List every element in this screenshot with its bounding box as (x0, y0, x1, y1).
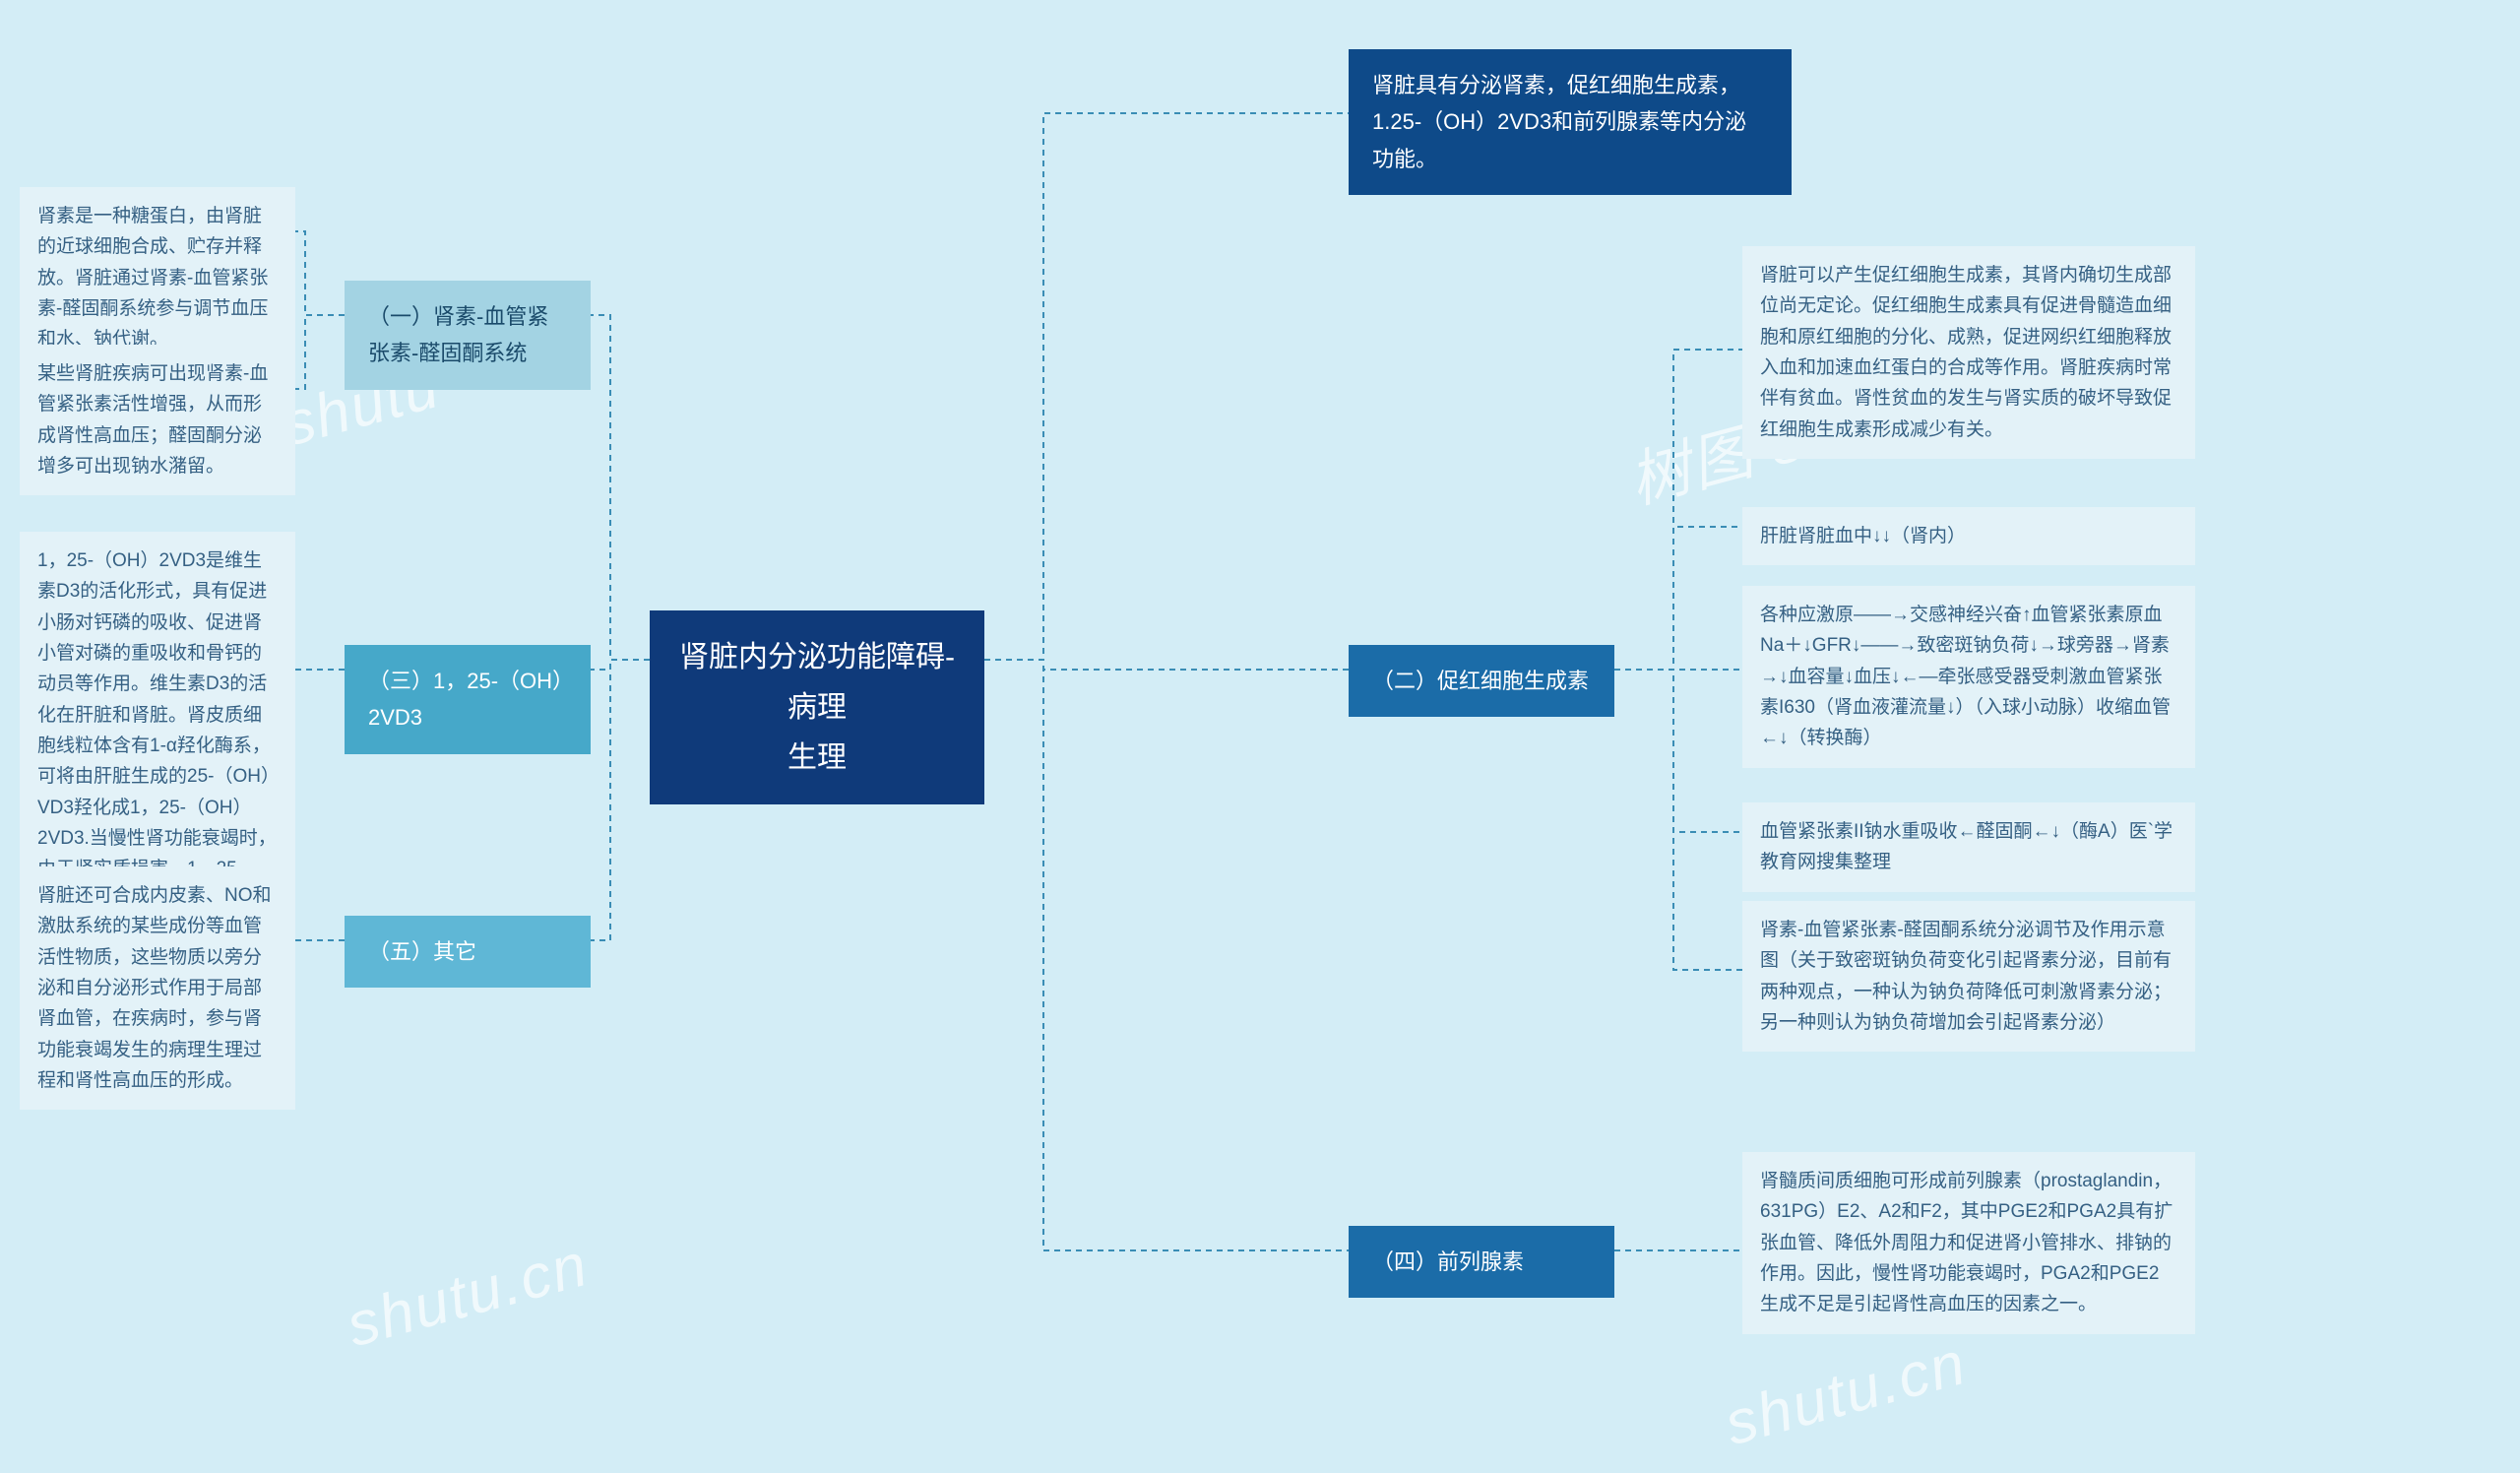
leaf-l1-2: 某些肾脏疾病可出现肾素-血管紧张素活性增强，从而形成肾性高血压；醛固酮分泌增多可… (20, 345, 295, 495)
leaf-r2-4: 血管紧张素II钠水重吸收←醛固酮←↓（酶A）医`学教育网搜集整理 (1742, 802, 2195, 892)
right-intro: 肾脏具有分泌肾素，促红细胞生成素，1.25-（OH）2VD3和前列腺素等内分泌功… (1349, 49, 1792, 195)
branch-other: （五）其它 (345, 916, 591, 988)
branch-vd3: （三）1，25-（OH）2VD3 (345, 645, 591, 754)
leaf-r4-1: 肾髓质间质细胞可形成前列腺素（prostaglandin，631PG）E2、A2… (1742, 1152, 2195, 1334)
root-title-line2: 生理 (679, 733, 955, 783)
leaf-l1-1: 肾素是一种糖蛋白，由肾脏的近球细胞合成、贮存并释放。肾脏通过肾素-血管紧张素-醛… (20, 187, 295, 369)
watermark: shutu.cn (340, 1230, 596, 1361)
leaf-r2-3: 各种应激原——→交感神经兴奋↑血管紧张素原血Na＋↓GFR↓——→致密斑钠负荷↓… (1742, 586, 2195, 768)
watermark: shutu.cn (1718, 1328, 1974, 1459)
leaf-r2-5: 肾素-血管紧张素-醛固酮系统分泌调节及作用示意图（关于致密斑钠负荷变化引起肾素分… (1742, 901, 2195, 1052)
branch-renin: （一）肾素-血管紧张素-醛固酮系统 (345, 281, 591, 390)
root-title-line1: 肾脏内分泌功能障碍-病理 (679, 632, 955, 733)
branch-prostaglandin: （四）前列腺素 (1349, 1226, 1614, 1298)
branch-erythropoietin: （二）促红细胞生成素 (1349, 645, 1614, 717)
leaf-l5-1: 肾脏还可合成内皮素、NO和激肽系统的某些成份等血管活性物质，这些物质以旁分泌和自… (20, 866, 295, 1110)
leaf-r2-2: 肝脏肾脏血中↓↓（肾内） (1742, 507, 2195, 565)
leaf-r2-1: 肾脏可以产生促红细胞生成素，其肾内确切生成部位尚无定论。促红细胞生成素具有促进骨… (1742, 246, 2195, 459)
root-node: 肾脏内分泌功能障碍-病理 生理 (650, 610, 984, 804)
